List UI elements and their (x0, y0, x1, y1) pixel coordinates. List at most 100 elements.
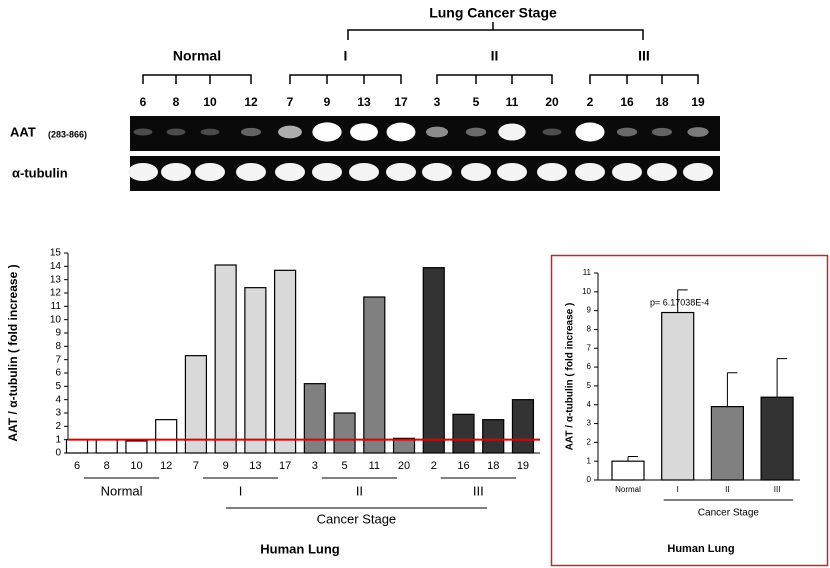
y-tick-label: 9 (55, 328, 61, 339)
y-tick-label: 5 (55, 381, 61, 392)
x-tick-label: 10 (130, 460, 142, 472)
x-tick-label: 16 (457, 460, 469, 472)
tubulin-band (612, 163, 642, 181)
y-tick-label: 3 (55, 408, 61, 419)
group-bracket (142, 74, 252, 84)
lane-label: 2 (587, 95, 594, 109)
error-bar (726, 372, 738, 407)
group-label: III (638, 48, 650, 64)
y-tick-label: 15 (50, 248, 62, 259)
group-bracket (589, 74, 699, 84)
y-axis-label: AAT / α-tubulin ( fold increase ) (6, 264, 20, 441)
aat-band (133, 128, 153, 136)
row-label: AAT (10, 124, 36, 139)
row-label: α-tubulin (12, 165, 68, 180)
tubulin-band (236, 163, 266, 181)
x-tick-label: 7 (193, 460, 199, 472)
bar (392, 437, 416, 454)
x-tick-label: III (774, 485, 781, 494)
lane-label: 8 (173, 95, 180, 109)
y-tick-label: 5 (587, 381, 592, 390)
aat-band (278, 125, 302, 139)
x-tick-label: 8 (104, 460, 110, 472)
blot-title: Lung Cancer Stage (429, 5, 557, 21)
x-axis-label: Human Lung (260, 541, 339, 556)
bar (95, 439, 118, 454)
lane-label: 10 (203, 95, 217, 109)
tubulin-band (386, 163, 416, 181)
bar (611, 460, 645, 481)
y-tick-label: 8 (55, 341, 61, 352)
lane-label: 17 (394, 95, 408, 109)
bar (184, 355, 208, 454)
aat-band (312, 122, 342, 142)
stage-bracket (347, 22, 644, 40)
group-bracket (289, 74, 402, 84)
lane-label: 11 (506, 95, 519, 109)
aat-band (687, 127, 709, 137)
tubulin-band (537, 163, 567, 181)
y-tick-label: 0 (587, 475, 592, 484)
aat-band (652, 127, 672, 137)
error-bar (776, 358, 788, 398)
tubulin-band (275, 163, 305, 181)
y-tick-label: 13 (50, 274, 62, 285)
lane-label: 9 (324, 95, 331, 109)
y-tick-label: 10 (582, 287, 591, 296)
aat-band (542, 128, 562, 136)
aat-band (386, 122, 416, 142)
bar (363, 296, 386, 454)
group-label: Normal (173, 48, 221, 64)
y-tick-label: 6 (587, 362, 592, 371)
y-tick-label: 1 (55, 434, 61, 445)
tubulin-band (195, 163, 225, 181)
y-tick-label: 0 (55, 448, 61, 459)
error-bar (677, 289, 688, 313)
x-tick-label: 17 (279, 460, 291, 472)
lane-label: 13 (357, 95, 371, 109)
bar (155, 419, 178, 454)
bar (244, 287, 267, 454)
lane-label: 18 (655, 95, 669, 109)
y-tick-label: 2 (55, 421, 61, 432)
bar (125, 440, 148, 454)
group-label: III (473, 483, 484, 498)
y-tick-label: 11 (51, 301, 62, 312)
group-label: II (356, 483, 363, 498)
x-tick-label: Normal (615, 485, 641, 494)
group-label: I (239, 483, 243, 498)
bar (422, 267, 445, 454)
aat-band (350, 123, 378, 141)
y-tick-label: 14 (50, 261, 62, 272)
y-tick-label: 12 (50, 288, 62, 299)
aat-band (575, 122, 605, 142)
row-sublabel: (283-866) (48, 129, 87, 139)
bar (710, 406, 745, 481)
tubulin-band (647, 163, 677, 181)
x-tick-label: 18 (487, 460, 499, 472)
lane-label: 7 (287, 95, 294, 109)
bar (661, 311, 695, 481)
lane-label: 12 (244, 95, 258, 109)
lane-label: 3 (434, 95, 441, 109)
x-tick-label: I (677, 485, 679, 494)
tubulin-band (312, 163, 342, 181)
x-tick-label: 2 (431, 460, 437, 472)
y-tick-label: 2 (587, 437, 592, 446)
inset-border (550, 254, 829, 567)
x-tick-label: 20 (398, 460, 410, 472)
x-tick-label: 6 (74, 460, 80, 472)
aat-band (616, 127, 638, 137)
x-tick-label: 13 (249, 460, 261, 472)
y-tick-label: 1 (587, 456, 592, 465)
error-bar (627, 455, 638, 462)
tubulin-band (683, 163, 713, 181)
tubulin-band (497, 163, 527, 181)
x-tick-label: 5 (342, 460, 348, 472)
y-tick-label: 6 (55, 368, 61, 379)
aat-band (200, 128, 220, 136)
bar (482, 419, 505, 454)
y-tick-label: 8 (587, 325, 592, 334)
x-tick-label: 9 (223, 460, 229, 472)
